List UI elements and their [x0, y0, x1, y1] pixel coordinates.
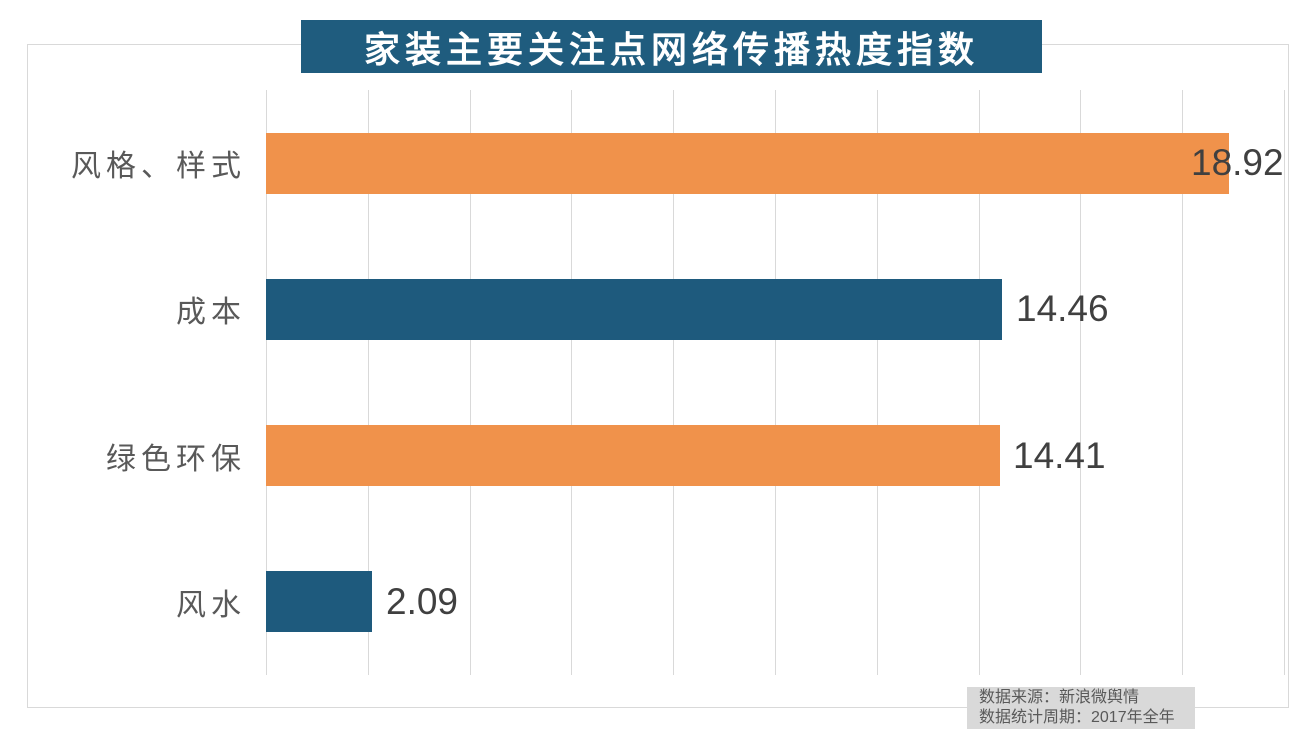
gridline	[266, 90, 267, 675]
gridline	[877, 90, 878, 675]
chart-title: 家装主要关注点网络传播热度指数	[301, 20, 1042, 73]
gridline	[1284, 90, 1285, 675]
gridline	[1080, 90, 1081, 675]
gridline	[470, 90, 471, 675]
value-label: 2.09	[386, 580, 459, 622]
plot-area: 18.92 14.46 14.41 2.09	[266, 90, 1285, 675]
bar	[266, 425, 1000, 487]
value-label: 18.92	[1191, 142, 1284, 184]
category-label: 风水	[176, 588, 246, 622]
gridline	[775, 90, 776, 675]
category-label: 成本	[176, 296, 246, 330]
bar	[266, 132, 1229, 194]
gridline	[1182, 90, 1183, 675]
bar	[266, 571, 373, 633]
source-line-1: 数据来源：新浪微舆情	[979, 689, 1140, 706]
source-line-2: 数据统计周期：2017年全年	[979, 709, 1175, 726]
gridline	[979, 90, 980, 675]
category-label: 风格、样式	[71, 150, 246, 184]
value-label: 14.46	[1016, 288, 1109, 330]
gridline	[673, 90, 674, 675]
bar	[266, 278, 1002, 340]
category-label: 绿色环保	[106, 442, 246, 476]
gridline	[368, 90, 369, 675]
source-note: 数据来源：新浪微舆情 数据统计周期：2017年全年	[967, 687, 1195, 729]
gridline	[571, 90, 572, 675]
value-label: 14.41	[1013, 434, 1106, 476]
